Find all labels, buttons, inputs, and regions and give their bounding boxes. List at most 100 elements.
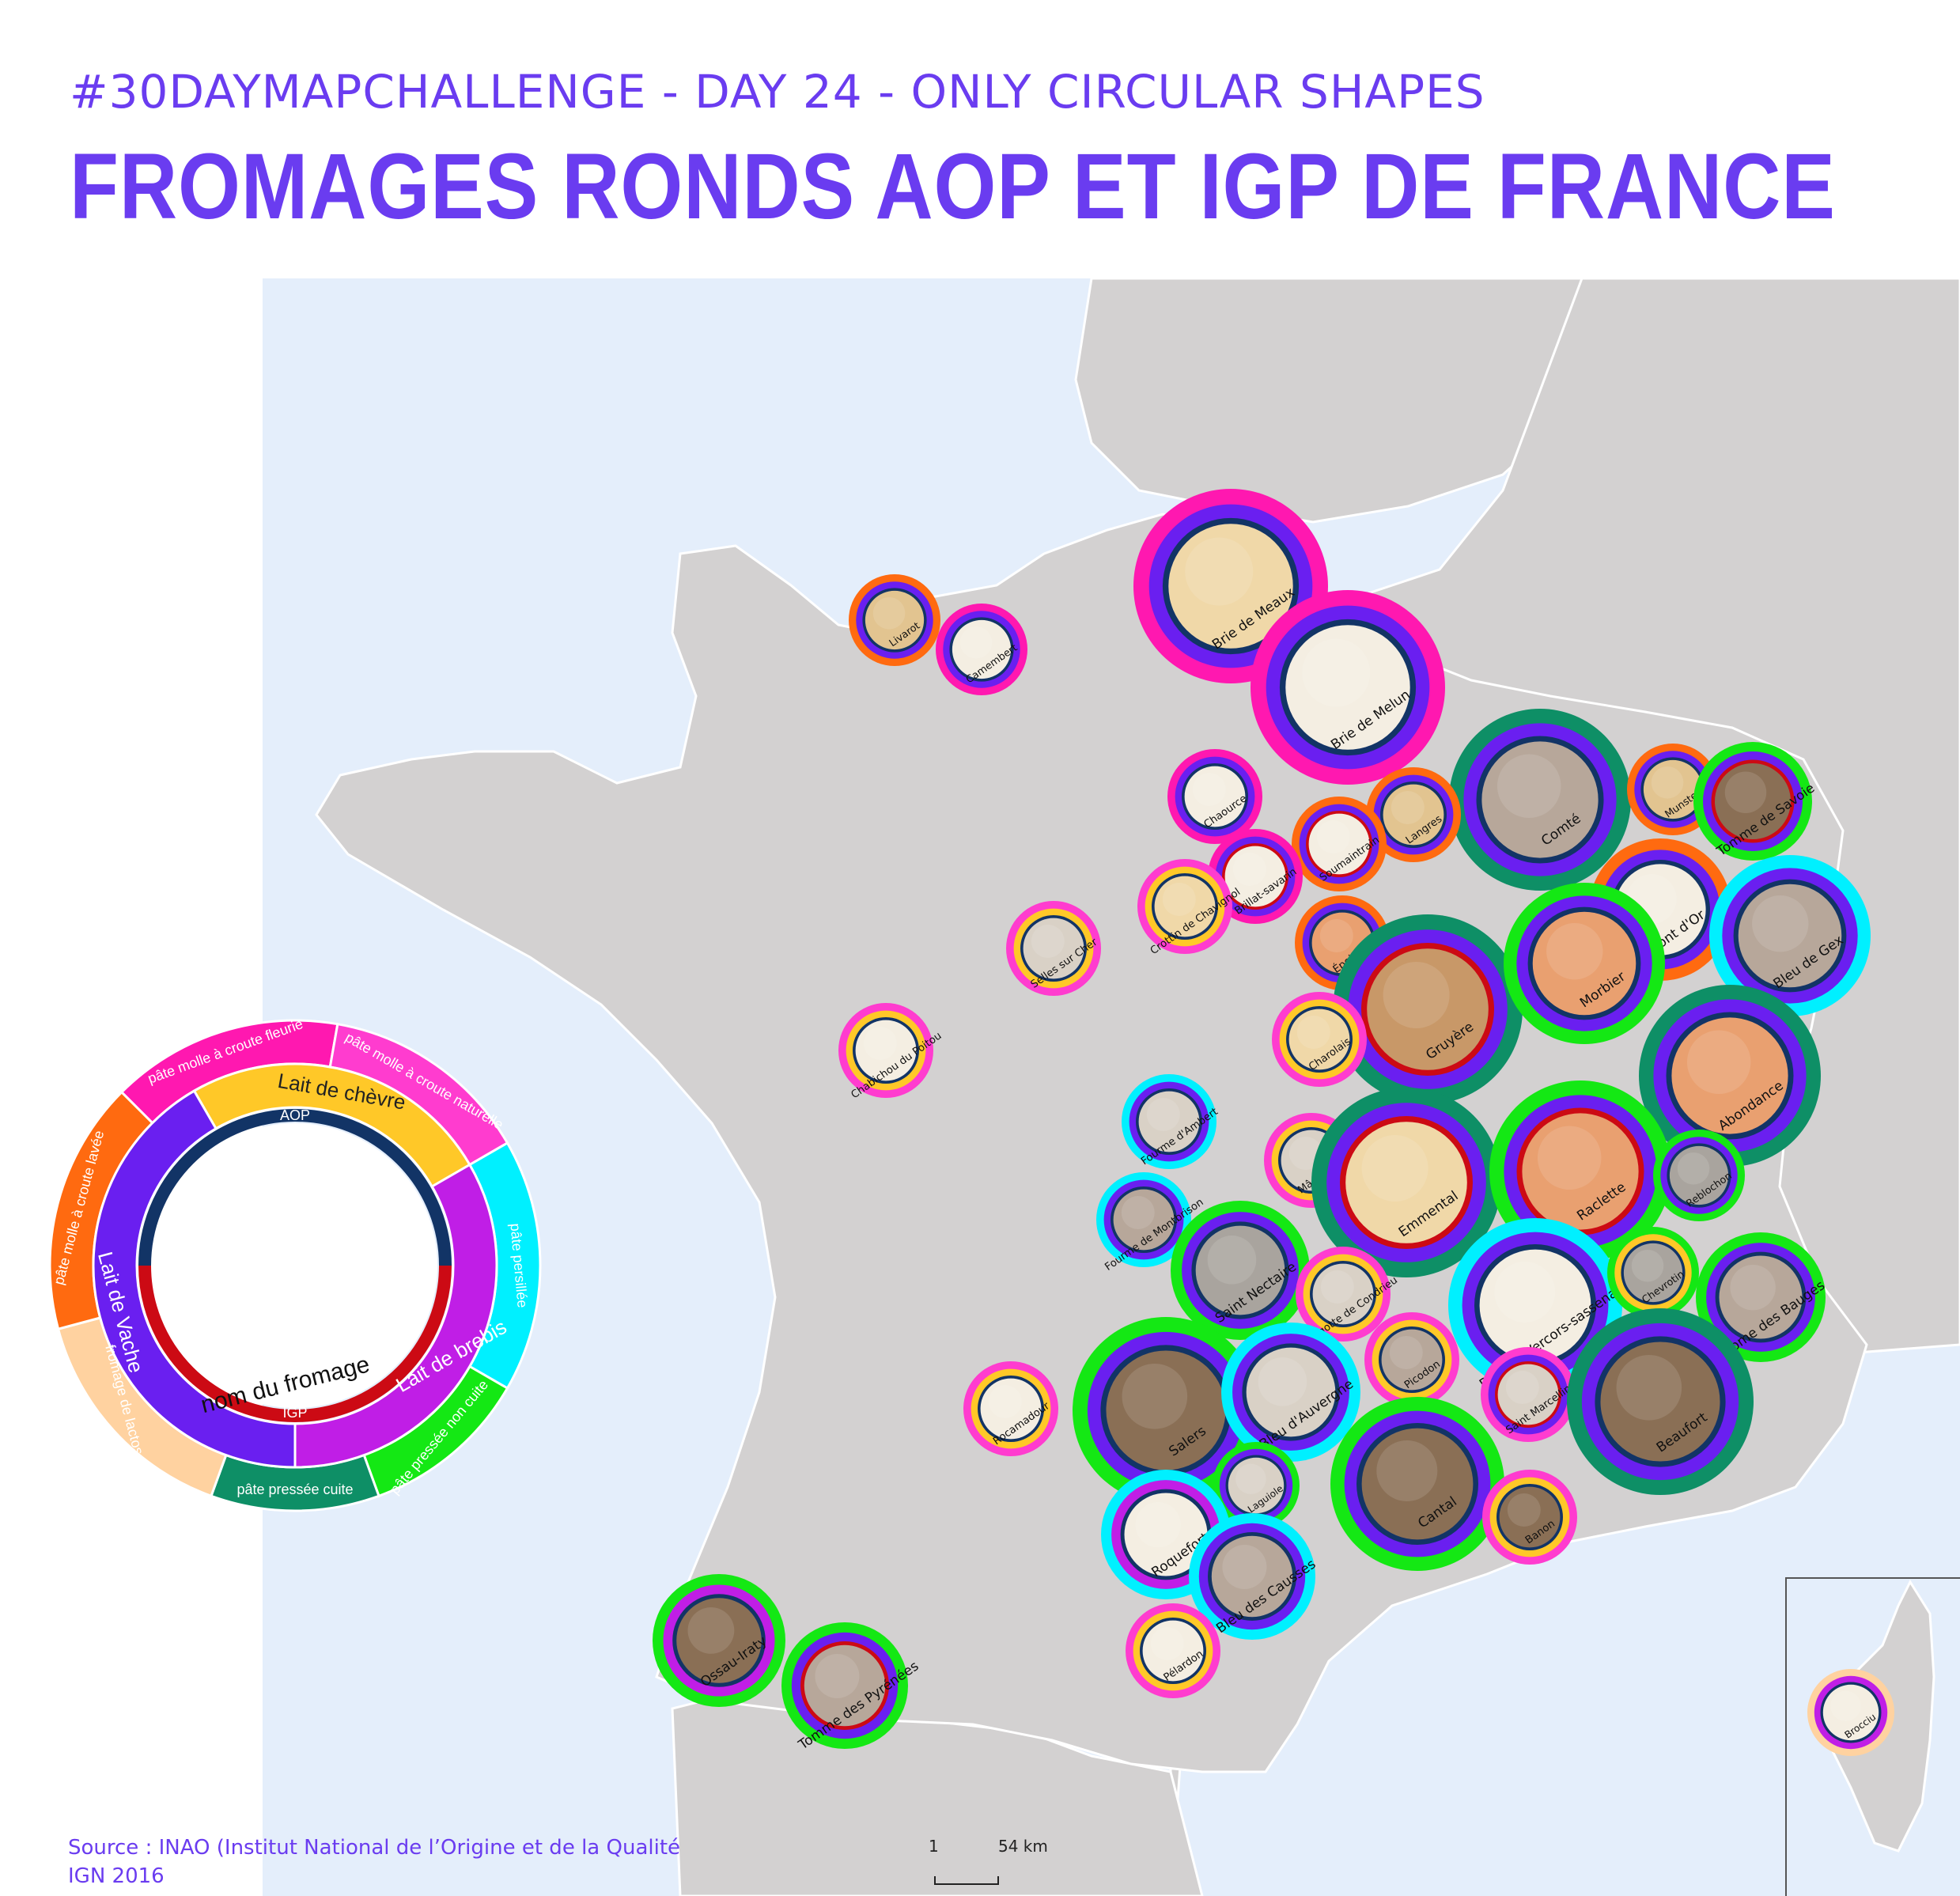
legend-outer-label: pâte pressée cuite [236,1482,353,1497]
map-title: FROMAGES RONDS AOP ET IGP DE FRANCE [70,134,1836,239]
cheese-face [1738,884,1842,988]
source-line-2: IGN 2016 [68,1864,165,1888]
cheese-highlight [1232,853,1266,886]
cheese-highlight [1376,1440,1438,1501]
cheese-abondance[interactable]: Abondance [1639,985,1821,1167]
cheese-ossau-iraty[interactable]: Ossau-Iraty [653,1574,785,1707]
cheese-face [1138,1091,1200,1152]
cheese-face [1113,1189,1175,1251]
cheese-highlight [863,1027,897,1060]
cheese-face [1285,625,1410,750]
cheese-face [1719,1255,1803,1339]
cheese-face [980,1378,1042,1440]
legend-milk-sector [92,1089,297,1469]
cheese-face [1228,1457,1285,1514]
cheese-face [1312,1263,1374,1325]
cheese-face [1308,813,1370,875]
cheese-face [1499,1486,1561,1548]
cheese-raclette[interactable]: Raclette [1489,1080,1671,1262]
cheese-highlight [1686,1030,1751,1094]
cheese-highlight [1302,638,1371,707]
cheese-highlight [1389,1336,1423,1369]
legend-igp-arc [138,1265,452,1422]
cheese-face [1715,763,1791,839]
cheese-highlight [1146,1098,1180,1131]
cheese-highlight [1494,1262,1556,1323]
cheese-picodon[interactable]: Picodon [1364,1312,1459,1407]
cheese-face [1345,1122,1467,1243]
scale-start: 1 [929,1837,939,1856]
cheese-munster[interactable]: Munster [1627,744,1719,835]
cheese-face [676,1598,762,1683]
cheese-face [1168,524,1293,649]
cheese-banon[interactable]: Banon [1482,1470,1577,1565]
cheese-tomme-de-savoie[interactable]: Tomme de Savoie [1693,742,1817,861]
cheese-livarot[interactable]: Livarot [849,574,940,666]
cheese-crottin-de-chavignol[interactable]: Crottin de Chavignol [1137,859,1243,957]
scale-bar [934,1876,999,1885]
cheese-face [1381,1329,1443,1391]
cheese-salers[interactable]: Salers [1073,1317,1259,1504]
source-line-1: Source : INAO (Institut National de l’Or… [68,1836,681,1860]
cheese-saint-nectaire[interactable]: Saint Nectaire [1171,1201,1310,1340]
cheese-highlight [1361,1135,1428,1202]
cheese-pelardon[interactable]: Pélardon [1126,1603,1220,1698]
cheese-face [1479,1249,1591,1361]
cheese-brocciu[interactable]: Brocciu [1807,1669,1894,1756]
cheese-highlight [1235,1463,1266,1494]
cheese-tome-des-bauges[interactable]: Tome des Bauges [1696,1232,1828,1362]
cheese-emmental[interactable]: Emmental [1311,1088,1501,1277]
cheese-highlight [687,1606,735,1654]
cheese-brie-de-melun[interactable]: Brie de Melun [1251,590,1445,785]
cheese-highlight [1752,895,1809,952]
cheese-face [1522,1113,1639,1230]
cheese-highlight [1316,820,1350,853]
cheese-highlight [1296,1016,1330,1049]
cheese-highlight [1192,773,1226,806]
legend-milk-ring [92,1062,498,1469]
cheese-camembert[interactable]: Camembert [936,604,1027,695]
cheese-rocamadour[interactable]: Rocamadour [963,1361,1058,1456]
cheese-chevrotin[interactable]: Chevrotin [1607,1227,1699,1319]
cheese-highlight [1162,883,1196,916]
cheese-langres[interactable]: Langres [1366,767,1461,862]
cheese-soumaintrain[interactable]: Soumaintrain [1292,797,1387,891]
cheese-highlight [1122,1364,1188,1429]
cheese-gruyere[interactable]: Gruyère [1333,914,1523,1104]
cheese-reblochon[interactable]: Reblochon [1653,1130,1745,1221]
cheese-highlight [959,626,993,659]
cheese-laguiole[interactable]: Laguiole [1213,1442,1300,1529]
legend-milk-sector [293,1163,498,1469]
cheese-face [1124,1493,1208,1576]
cheese-face [1367,948,1489,1070]
cheese-selles-sur-cher[interactable]: Selles sur Cher [1006,901,1101,996]
cheese-tomme-des-pyrenees[interactable]: Tomme des Pyrénées [781,1622,921,1754]
cheese-morbier[interactable]: Morbier [1504,883,1665,1044]
cheese-face [1211,1535,1293,1618]
cheese-face [1623,1243,1683,1303]
cheese-face [804,1644,886,1727]
cheese-comte[interactable]: Comté [1449,709,1631,891]
cheese-face [1361,1428,1474,1540]
legend-aop-arc [138,1109,452,1266]
cheese-highlight [1546,923,1603,980]
cheese-highlight [1616,1355,1682,1421]
cheese-face [1643,759,1703,819]
cheese-highlight [1185,537,1254,606]
cheese-highlight [1505,1371,1539,1404]
cheese-highlight [1121,1196,1155,1229]
cheese-chaource[interactable]: Chaource [1167,749,1262,844]
cheese-face [1224,846,1286,907]
cheese-highlight [815,1654,860,1698]
cheese-highlight [1537,1126,1602,1190]
cheese-beaufort[interactable]: Beaufort [1567,1308,1754,1495]
cheese-bleu-de-gex[interactable]: Bleu de Gex [1709,855,1871,1016]
cheese-cantal[interactable]: Cantal [1330,1397,1504,1571]
cheese-highlight [1724,771,1767,813]
cheese-highlight [1830,1690,1861,1721]
cheese-bleu-d-auvergne[interactable]: Bleu d'Auvergne [1221,1323,1360,1462]
cheese-charolais[interactable]: Charolais [1272,992,1367,1087]
cheese-bleu-des-causses[interactable]: Bleu des Causses [1189,1513,1319,1640]
cheese-saint-marcellin[interactable]: Saint Marcellin [1481,1347,1576,1442]
